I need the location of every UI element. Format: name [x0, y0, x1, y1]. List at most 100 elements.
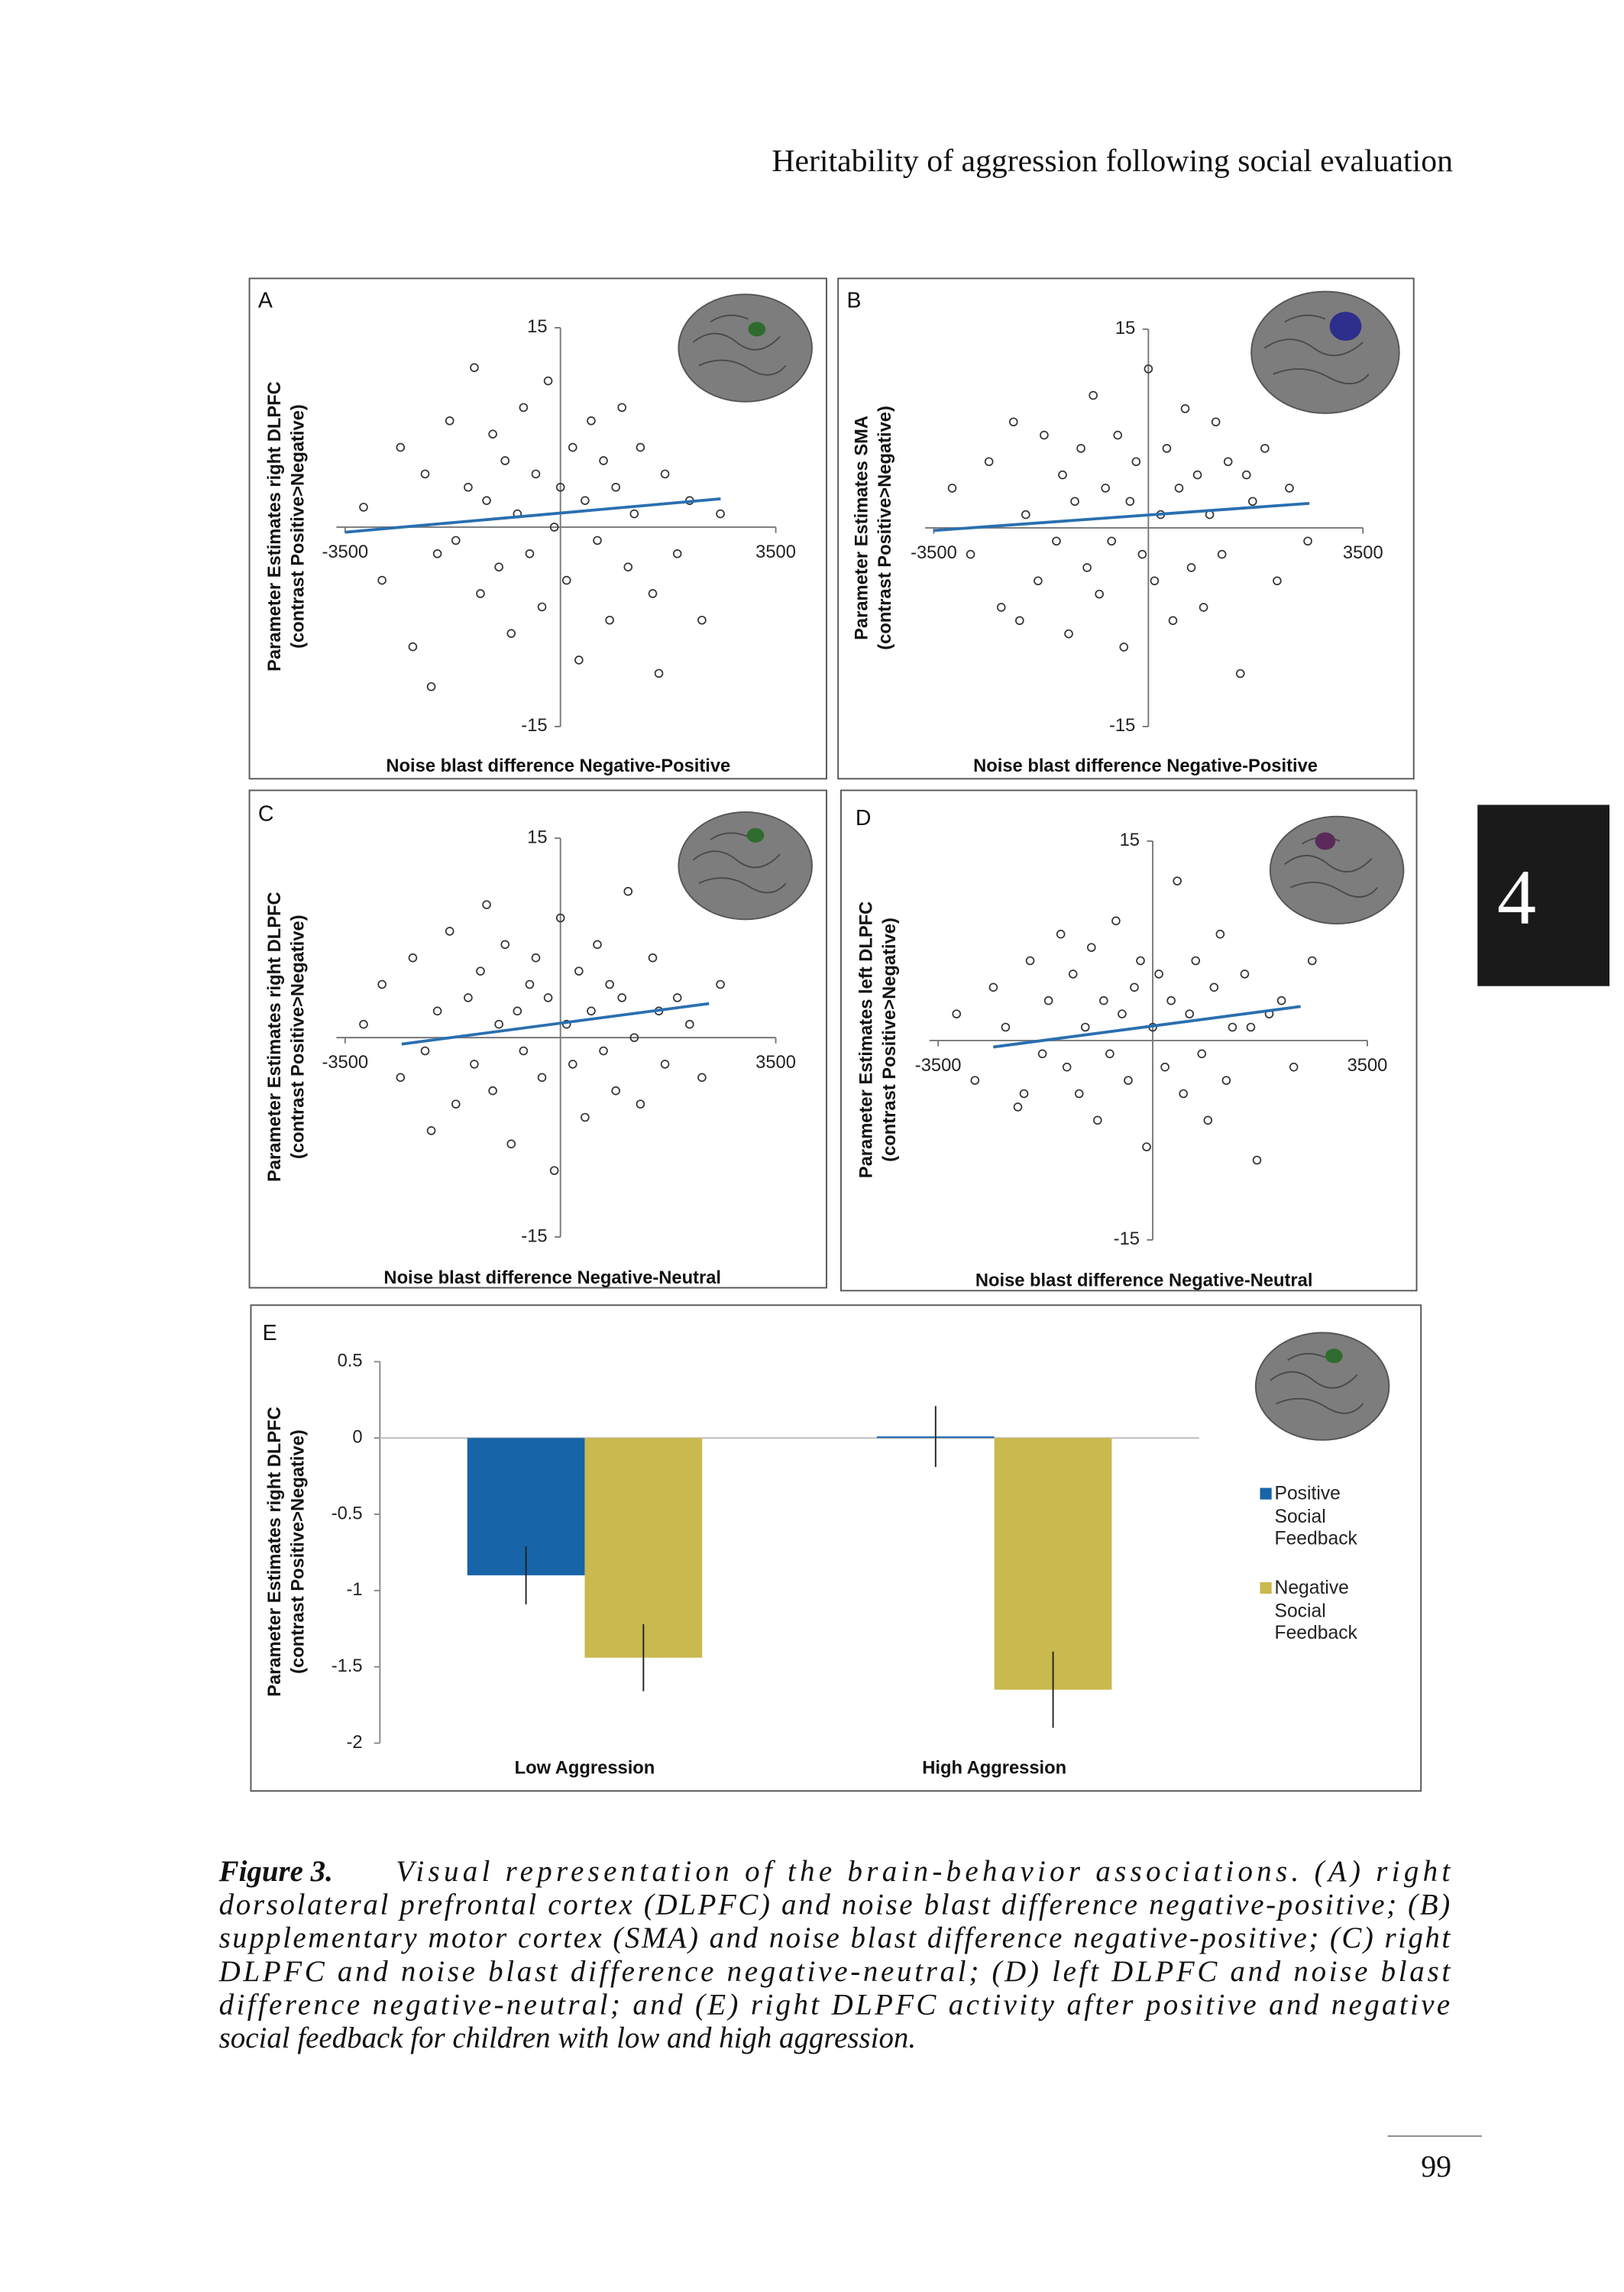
data-point: [1107, 536, 1116, 546]
x-tick-label: 3500: [1347, 1056, 1388, 1076]
data-point: [1154, 970, 1163, 979]
data-point: [1058, 470, 1067, 480]
panel-frame: [840, 789, 1418, 1292]
data-point: [1037, 1049, 1047, 1059]
data-point: [654, 668, 664, 678]
data-point: [1001, 1022, 1011, 1032]
y-tick-label: 0: [352, 1427, 362, 1447]
data-point: [500, 940, 510, 950]
chapter-tab: [1477, 804, 1609, 986]
data-point: [605, 979, 614, 989]
data-point: [513, 1006, 522, 1016]
y-tick-label: 15: [1115, 319, 1135, 338]
panel-label: B: [847, 288, 862, 312]
data-point: [1113, 430, 1123, 440]
data-point: [988, 983, 998, 992]
data-point: [396, 1073, 406, 1083]
data-point: [359, 1019, 368, 1029]
x-axis-label: Noise blast difference Negative-Neutral: [383, 1268, 721, 1288]
data-point: [1211, 417, 1221, 427]
legend-swatch: [1260, 1581, 1272, 1594]
data-point: [660, 1060, 670, 1069]
data-point: [970, 1076, 980, 1085]
data-point: [1142, 1142, 1151, 1151]
caption-line: DLPFC and noise blast difference negativ…: [218, 1955, 1451, 1988]
y-axis-label: (contrast Positive>Negative): [880, 918, 900, 1162]
data-point: [359, 503, 368, 512]
data-point: [568, 442, 577, 452]
data-point: [599, 1046, 608, 1056]
data-point: [1082, 563, 1092, 572]
data-point: [581, 1112, 590, 1122]
data-point: [1080, 1022, 1090, 1032]
data-point: [996, 603, 1006, 612]
data-point: [1221, 1076, 1231, 1085]
data-point: [697, 615, 707, 625]
y-tick-label: -15: [521, 1226, 547, 1246]
data-point: [1101, 484, 1110, 493]
data-point: [611, 1086, 620, 1096]
data-point: [432, 1006, 442, 1016]
data-point: [636, 442, 645, 452]
caption-line: Visual representation of the brain-behav…: [396, 1855, 1451, 1888]
data-point: [1043, 995, 1053, 1005]
data-point: [506, 1139, 516, 1149]
data-point: [1105, 1049, 1114, 1059]
data-point: [506, 629, 516, 638]
data-point: [648, 589, 658, 598]
y-tick-label: 15: [527, 827, 547, 847]
data-point: [1099, 995, 1108, 1005]
data-point: [476, 589, 485, 598]
panel-label: D: [856, 806, 872, 830]
data-point: [500, 456, 510, 465]
data-point: [464, 482, 473, 492]
data-point: [420, 1046, 430, 1056]
trend-line: [401, 1002, 710, 1046]
caption-line: social feedback for children with low an…: [219, 2022, 916, 2054]
y-tick-label: -15: [521, 716, 547, 736]
data-point: [1191, 956, 1201, 966]
data-point: [617, 403, 626, 413]
data-point: [672, 549, 682, 558]
data-point: [1021, 510, 1030, 520]
data-point: [1203, 1115, 1213, 1125]
data-point: [494, 562, 503, 571]
data-point: [1034, 576, 1043, 586]
data-point: [537, 1073, 547, 1083]
y-tick-label: 0.5: [338, 1352, 363, 1371]
data-point: [377, 575, 387, 585]
data-point: [1303, 536, 1312, 546]
trend-line: [345, 497, 721, 534]
data-point: [531, 953, 541, 963]
x-axis-label: Noise blast difference Negative-Positive: [386, 756, 730, 776]
data-point: [1215, 929, 1225, 939]
data-point: [377, 979, 387, 989]
data-point: [420, 469, 430, 479]
data-point: [1179, 1089, 1188, 1099]
legend-entry: Positive Social Feedback: [1275, 1482, 1357, 1549]
data-point: [629, 509, 639, 519]
legend-swatch: [1260, 1488, 1272, 1500]
x-axis-label: Noise blast difference Negative-Neutral: [975, 1271, 1313, 1291]
y-tick-label: -2: [346, 1733, 362, 1753]
data-point: [426, 1126, 436, 1135]
data-point: [574, 966, 584, 976]
data-point: [587, 1006, 596, 1016]
data-point: [966, 549, 975, 559]
data-point: [947, 484, 957, 493]
data-point: [1180, 404, 1190, 413]
data-point: [1144, 364, 1153, 374]
y-tick-label: -0.5: [332, 1504, 363, 1523]
y-tick-label: -15: [1114, 1229, 1140, 1249]
data-point: [1062, 1062, 1072, 1072]
data-point: [1118, 1009, 1127, 1018]
data-point: [1174, 484, 1184, 493]
panel-label: C: [258, 801, 274, 826]
data-point: [482, 496, 491, 505]
data-point: [629, 1033, 639, 1042]
data-point: [605, 615, 614, 625]
data-point: [445, 416, 455, 426]
data-point: [1131, 457, 1141, 467]
panel-frame: [837, 277, 1415, 780]
